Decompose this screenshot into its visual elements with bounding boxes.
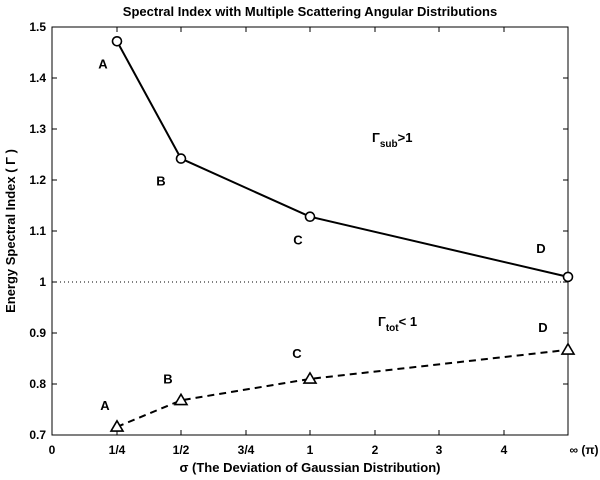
annotation-gamma-sub-base: Γ xyxy=(372,130,380,145)
point-label: A xyxy=(98,56,108,71)
point-label: B xyxy=(156,174,165,189)
y-tick-label: 1.4 xyxy=(29,71,46,85)
triangle-marker xyxy=(173,392,189,406)
y-tick-label: 1.5 xyxy=(29,20,46,34)
series-layer: A B C D A B C D xyxy=(98,35,576,432)
x-axis-label: σ (The Deviation of Gaussian Distributio… xyxy=(180,460,441,475)
chart-title: Spectral Index with Multiple Scattering … xyxy=(123,4,497,19)
point-label: B xyxy=(163,371,172,386)
x-tick-label: 1 xyxy=(307,443,314,457)
triangle-marker xyxy=(109,419,125,432)
y-tick-label: 1 xyxy=(39,275,46,289)
circle-marker xyxy=(562,271,574,283)
annotation-gamma-tot-subscript: tot xyxy=(386,323,399,334)
y-tick-label: 1.1 xyxy=(29,224,46,238)
x-tick-label: 3/4 xyxy=(238,443,255,457)
y-tick-label: 1.2 xyxy=(29,173,46,187)
annotation-gamma-sub-subscript: sub xyxy=(380,139,398,150)
y-tick-label: 0.8 xyxy=(29,377,46,391)
x-tick-label: 1/4 xyxy=(109,443,126,457)
circle-marker xyxy=(175,153,187,164)
triangle-marker xyxy=(560,342,576,355)
y-tick-label: 0.7 xyxy=(29,428,46,442)
annotation-gamma-tot: Γtot< 1 xyxy=(378,314,417,334)
y-axis-label: Energy Spectral Index ( Γ ) xyxy=(3,149,18,313)
annotation-gamma-tot-base: Γ xyxy=(378,314,386,329)
series-line-solid xyxy=(116,40,569,278)
axis-ticks: 0 1/4 1/2 3/4 1 2 3 4 ∞ (π) 0.7 0.8 0.9 1 1.1 1.2 1.3 1.… xyxy=(29,20,598,457)
point-label: A xyxy=(100,398,110,413)
series-line-dashed xyxy=(116,348,569,428)
y-tick-label: 1.3 xyxy=(29,122,46,136)
x-tick-label: 4 xyxy=(501,443,508,457)
point-label: C xyxy=(292,346,302,361)
circle-marker xyxy=(304,211,316,223)
annotation-gamma-tot-rest: < 1 xyxy=(399,314,417,329)
y-tick-label: 0.9 xyxy=(29,326,46,340)
x-tick-label: 0 xyxy=(49,443,56,457)
x-tick-label: 1/2 xyxy=(173,443,190,457)
annotation-gamma-sub-rest: >1 xyxy=(398,130,413,145)
point-label: C xyxy=(293,233,303,248)
x-tick-label: ∞ (π) xyxy=(569,443,598,457)
triangle-marker xyxy=(302,371,318,384)
annotation-gamma-sub: Γsub>1 xyxy=(372,130,412,150)
circle-marker xyxy=(111,35,123,47)
point-label: D xyxy=(538,320,547,335)
point-label: D xyxy=(536,241,545,256)
x-tick-label: 3 xyxy=(436,443,443,457)
x-tick-label: 2 xyxy=(372,443,379,457)
